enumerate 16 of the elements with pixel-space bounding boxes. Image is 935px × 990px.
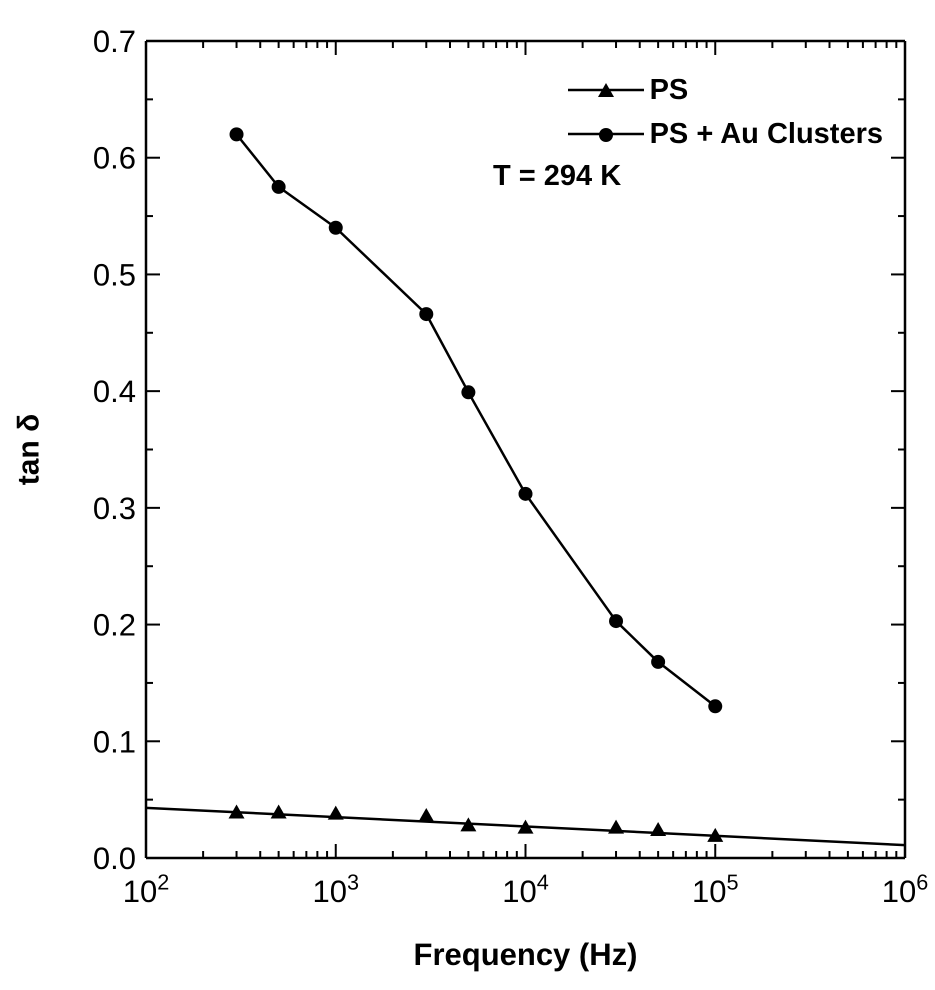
y-tick-label: 0.3 (92, 490, 136, 526)
y-tick-label: 0.7 (92, 24, 136, 59)
y-tick-label: 0.6 (92, 140, 136, 176)
y-axis-title: tan δ (12, 414, 46, 486)
x-tick-label: 10$^{3}$ (312, 870, 360, 909)
y-tick-label: 0.5 (92, 257, 136, 292)
annotation: T = 294 K (493, 160, 622, 193)
x-axis-title: Frequency (Hz) (414, 937, 638, 972)
x-tick-label: 10$^{4}$ (502, 870, 549, 909)
legend-label: PS (650, 74, 688, 106)
y-tick-label: 0.2 (92, 608, 136, 643)
x-tick-label: 10$^{5}$ (692, 870, 739, 909)
x-tick-label: 10$^{6}$ (882, 870, 928, 909)
legend-label: PS + Au Clusters (650, 118, 883, 150)
y-tick-label: 0.1 (92, 724, 136, 760)
y-tick-label: 0.4 (92, 374, 136, 410)
